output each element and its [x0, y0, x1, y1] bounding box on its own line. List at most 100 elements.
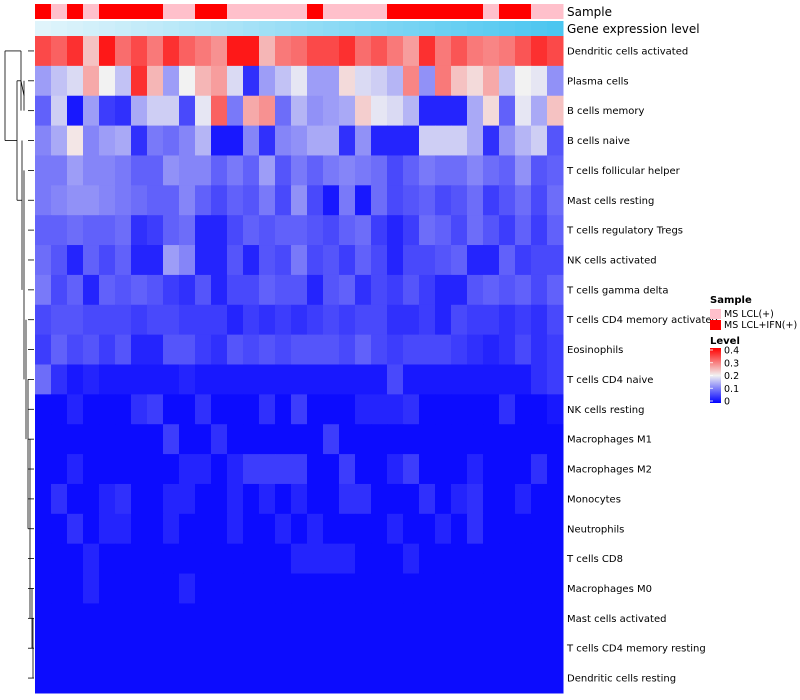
heatmap-cell	[483, 245, 500, 276]
heatmap-cell	[211, 274, 228, 306]
heatmap-cell	[291, 394, 308, 425]
heatmap-cell	[531, 603, 548, 634]
heatmap-cell	[67, 334, 84, 365]
heatmap-cell	[115, 364, 132, 395]
heatmap-cell	[99, 245, 116, 276]
heatmap-cell	[195, 454, 212, 485]
heatmap-cell	[323, 543, 340, 575]
heatmap-cell	[499, 543, 516, 575]
heatmap-cell	[483, 334, 500, 365]
heatmap-cell	[67, 125, 84, 156]
heatmap-cell	[435, 334, 452, 365]
heatmap-cell	[35, 394, 52, 425]
heatmap-cell	[339, 424, 356, 455]
heatmap-cell	[435, 95, 452, 127]
heatmap-cell	[483, 633, 500, 664]
heatmap-cell	[243, 513, 260, 545]
heatmap-cell	[147, 454, 164, 485]
heatmap-cell	[355, 364, 372, 395]
heatmap-cell	[435, 603, 452, 634]
legend-tick-label: 0.3	[724, 358, 739, 369]
heatmap-cell	[307, 603, 324, 634]
heatmap-cell	[275, 603, 292, 634]
heatmap-cell	[403, 334, 420, 365]
heatmap-cell	[131, 663, 148, 694]
heatmap-cell	[35, 543, 52, 575]
heatmap-cell	[323, 573, 340, 604]
heatmap-cell	[211, 424, 228, 455]
heatmap-cell	[179, 424, 196, 455]
heatmap-cell	[323, 364, 340, 395]
heatmap-cell	[355, 155, 372, 186]
heatmap-cell	[115, 125, 132, 156]
sample-annotation-cell	[483, 4, 500, 19]
row-label: T cells CD4 naive	[566, 375, 653, 386]
heatmap-cell	[83, 36, 100, 67]
heatmap-cell	[451, 513, 468, 545]
heatmap-cell	[323, 424, 340, 455]
heatmap-cell	[51, 483, 68, 515]
heatmap-cell	[323, 65, 340, 97]
heatmap-cell	[339, 483, 356, 515]
heatmap-cell	[531, 125, 548, 156]
heatmap-cell	[243, 394, 260, 425]
heatmap-cell	[355, 603, 372, 634]
heatmap-cell	[435, 364, 452, 395]
heatmap-cell	[227, 424, 244, 455]
heatmap-cell	[307, 543, 324, 575]
heatmap-cell	[531, 543, 548, 575]
heatmap-cell	[403, 633, 420, 664]
annotation-label-gene-expression: Gene expression level	[567, 22, 700, 36]
heatmap-cell	[163, 573, 180, 604]
heatmap-cell	[387, 245, 404, 276]
heatmap-cell	[259, 304, 276, 336]
heatmap-cell	[403, 215, 420, 246]
heatmap-cell	[227, 65, 244, 97]
heatmap-cell	[243, 573, 260, 604]
heatmap-cell	[355, 573, 372, 604]
heatmap-cell	[291, 36, 308, 67]
heatmap-cell	[275, 573, 292, 604]
heatmap-cell	[51, 424, 68, 455]
heatmap-cell	[483, 573, 500, 604]
heatmap-cell	[115, 245, 132, 276]
heatmap-cell	[515, 245, 532, 276]
heatmap-cell	[83, 215, 100, 246]
heatmap-cell	[419, 245, 436, 276]
heatmap-cell	[179, 513, 196, 545]
heatmap-cell	[307, 394, 324, 425]
heatmap-cell	[259, 513, 276, 545]
sample-annotation-cell	[547, 4, 564, 19]
heatmap-cell	[259, 36, 276, 67]
heatmap-cell	[547, 424, 564, 455]
heatmap-cell	[67, 483, 84, 515]
heatmap-cell	[259, 65, 276, 97]
sample-annotation-cell	[355, 4, 372, 19]
heatmap-cell	[339, 185, 356, 216]
row-label: Dendritic cells resting	[567, 674, 676, 685]
sample-annotation-cell	[499, 4, 516, 19]
heatmap-cell	[131, 394, 148, 425]
heatmap-cell	[483, 663, 500, 694]
heatmap-cell	[531, 185, 548, 216]
heatmap-cell	[227, 513, 244, 545]
heatmap-cell	[147, 304, 164, 336]
heatmap-cell	[99, 483, 116, 515]
heatmap-cell	[467, 543, 484, 575]
heatmap-cell	[515, 394, 532, 425]
heatmap-cell	[307, 334, 324, 365]
heatmap-cell	[307, 215, 324, 246]
heatmap-cell	[403, 513, 420, 545]
heatmap-cell	[83, 304, 100, 336]
heatmap-cell	[323, 663, 340, 694]
heatmap-cell	[419, 334, 436, 365]
heatmap-cell	[67, 573, 84, 604]
heatmap-cell	[323, 95, 340, 127]
heatmap-cell	[67, 633, 84, 664]
heatmap-cell	[291, 185, 308, 216]
heatmap-cell	[179, 663, 196, 694]
heatmap-cell	[99, 125, 116, 156]
heatmap-cell	[163, 125, 180, 156]
heatmap-cell	[419, 36, 436, 67]
heatmap-cell	[211, 185, 228, 216]
